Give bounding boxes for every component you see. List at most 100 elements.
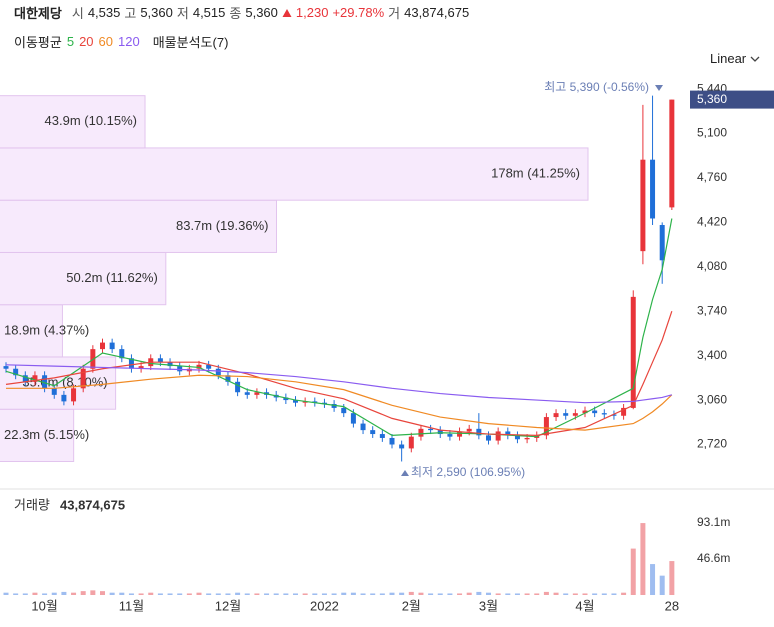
volume-bar [42, 593, 48, 595]
candle-body [293, 400, 298, 403]
high-value: 5,360 [140, 5, 173, 20]
candle-body [408, 436, 414, 449]
candle-body [157, 358, 163, 363]
candle-body [457, 431, 463, 437]
y-tick-label: 4,420 [697, 215, 727, 229]
volume-tick-label: 93.1m [697, 515, 730, 529]
volume-bar [418, 592, 424, 595]
volume-bar [254, 593, 260, 595]
volume-bar [611, 593, 617, 595]
candle-body [466, 428, 472, 432]
candle-body [428, 428, 434, 431]
volume-bar [582, 593, 588, 595]
ma-legend-item: 60 [98, 34, 114, 49]
volume-profile-bar [0, 304, 63, 358]
volume-bar [350, 592, 356, 595]
candle-body [514, 435, 520, 440]
volume-bar [592, 593, 598, 595]
close-label: 종 [229, 6, 242, 21]
candle-body [167, 362, 173, 367]
volume-bar [495, 593, 501, 595]
volume-bar [215, 593, 221, 595]
candle-body [42, 375, 48, 389]
volume-bar [128, 593, 134, 595]
candle-body [505, 431, 511, 436]
volume-bar [341, 592, 347, 595]
volume-bar [71, 592, 77, 595]
candle-body [447, 434, 453, 437]
volume-bar [621, 592, 627, 595]
scale-label[interactable]: Linear [710, 51, 747, 66]
moving-average-line [5, 218, 673, 438]
candle-body [71, 388, 77, 402]
candle-body [659, 225, 665, 261]
volume-bar [196, 592, 202, 595]
volume-bar [302, 593, 308, 595]
volume-bar [331, 593, 337, 595]
high-label: 고 [124, 6, 137, 21]
y-tick-label: 3,060 [697, 392, 727, 406]
candle-body [418, 428, 424, 437]
volume-bar [563, 593, 569, 595]
candle-body [486, 435, 491, 441]
volume-bar [514, 593, 520, 595]
moving-average-line [5, 311, 673, 436]
x-tick-label: 12월 [215, 598, 241, 613]
volume-bar [447, 593, 453, 595]
indicator-toolbar: 이동평균 5 20 60 120 매물분석도(7) [14, 32, 228, 51]
volume-profile-label: 22.3m (5.15%) [4, 427, 89, 442]
candle-body [13, 368, 19, 376]
volume-bar [486, 592, 491, 595]
volume-bar [109, 592, 115, 595]
moving-average-line [6, 374, 673, 431]
candle-body [32, 375, 38, 382]
candle-body [61, 394, 67, 402]
volume-bar [437, 593, 443, 595]
volume-bar [51, 592, 57, 595]
candle-body [51, 388, 57, 395]
volume-value: 43,874,675 [404, 5, 470, 20]
volume-bar [312, 593, 318, 595]
scale-selector[interactable]: Linear [710, 51, 760, 66]
y-tick-label: 4,080 [697, 259, 727, 273]
candle-body [321, 402, 327, 404]
candle-body [138, 366, 144, 369]
volume-bar [100, 591, 105, 595]
candle-body [119, 349, 125, 359]
volume-bar [399, 592, 405, 595]
stock-name: 대한제당 [14, 6, 62, 21]
candle-body [563, 413, 569, 416]
ma-legend-item: 5 [66, 34, 75, 49]
x-tick-label: 2월 [402, 598, 421, 613]
volume-bar [119, 592, 125, 595]
high-marker [655, 85, 663, 91]
candle-body [128, 358, 134, 369]
change-value: 1,230 [295, 5, 329, 20]
change-percent: +29.78% [332, 5, 385, 20]
ma-label[interactable]: 이동평균 [14, 35, 62, 50]
candle-body [3, 366, 9, 369]
x-tick-label: 11월 [119, 598, 144, 613]
x-tick-label: 2022 [310, 598, 339, 613]
candle-body [553, 413, 559, 418]
low-label: 저 [176, 6, 189, 21]
candle-body [379, 434, 385, 438]
ma-legend-item: 120 [118, 34, 140, 49]
volume-label: 거 [388, 6, 401, 21]
moving-average-line [5, 364, 673, 404]
volume-bar [321, 593, 327, 595]
volume-profile-bar [0, 199, 277, 253]
candle-body [650, 159, 656, 219]
candle-body [331, 404, 337, 408]
candle-body [495, 431, 501, 441]
volume-bar [225, 593, 231, 595]
profile-label[interactable]: 매물분석도(7) [152, 35, 229, 50]
volume-title-value: 43,874,675 [60, 497, 125, 512]
candle-body [399, 444, 405, 449]
candle-body [611, 414, 617, 416]
open-value: 4,535 [87, 5, 121, 20]
volume-bar [206, 593, 212, 595]
candle-body [215, 368, 221, 376]
volume-bar [273, 593, 279, 595]
ma-legend: 5 20 60 120 [67, 34, 140, 49]
